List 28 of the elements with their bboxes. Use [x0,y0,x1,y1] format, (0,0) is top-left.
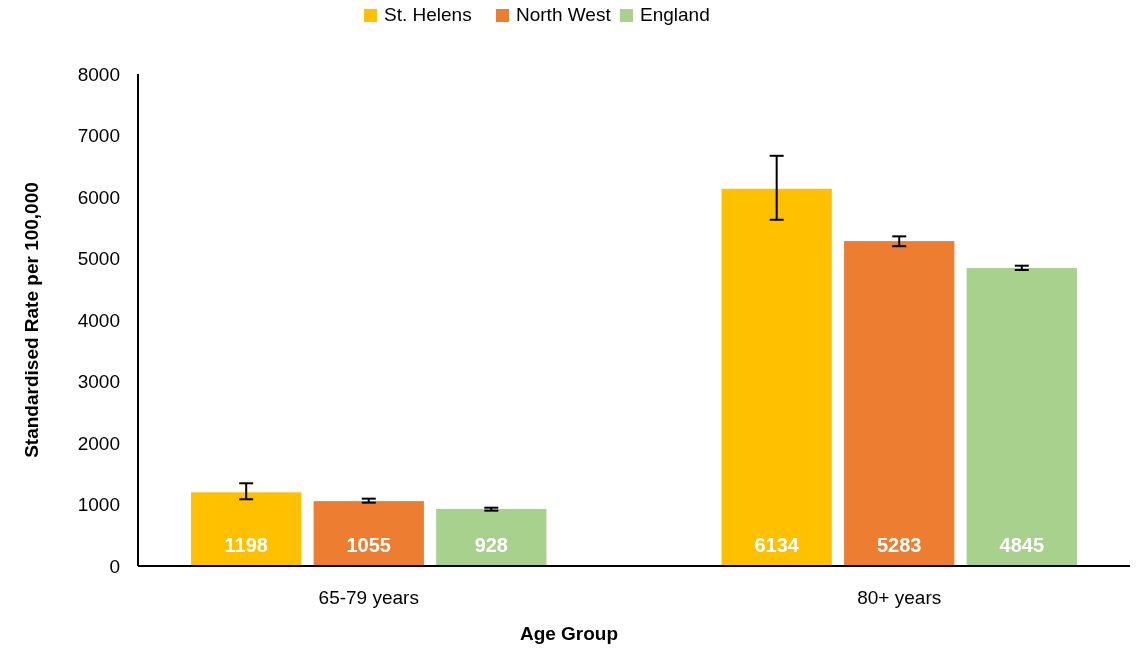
data-label: 5283 [876,534,922,556]
data-label: 6134 [754,534,800,556]
x-tick-label: 65-79 years [318,587,419,608]
x-tick-label: 80+ years [857,587,942,608]
y-tick-label: 8000 [77,63,120,85]
y-tick-label: 6000 [77,186,120,208]
bar [721,188,832,566]
y-tick-label: 0 [109,555,120,577]
bar [844,241,955,566]
y-tick-label: 1000 [77,494,120,516]
bar [436,508,547,566]
legend-label: St. Helens [384,4,472,25]
y-tick-label: 7000 [77,125,120,147]
data-label: 928 [474,534,509,556]
x-axis-title: Age Group [519,623,619,644]
bar [966,268,1077,566]
data-label: 4845 [999,534,1045,556]
y-tick-label: 4000 [77,309,120,331]
legend-label: England [640,4,710,25]
y-tick-label: 3000 [77,371,120,393]
bar [191,492,302,566]
bar [313,501,424,566]
y-tick-label: 2000 [77,432,120,454]
legend-label: North West [516,4,612,25]
data-label: 1198 [224,534,268,556]
y-tick-label: 5000 [77,248,120,270]
y-axis-title: Standardised Rate per 100,000 [21,182,42,458]
data-label: 1055 [346,534,392,556]
